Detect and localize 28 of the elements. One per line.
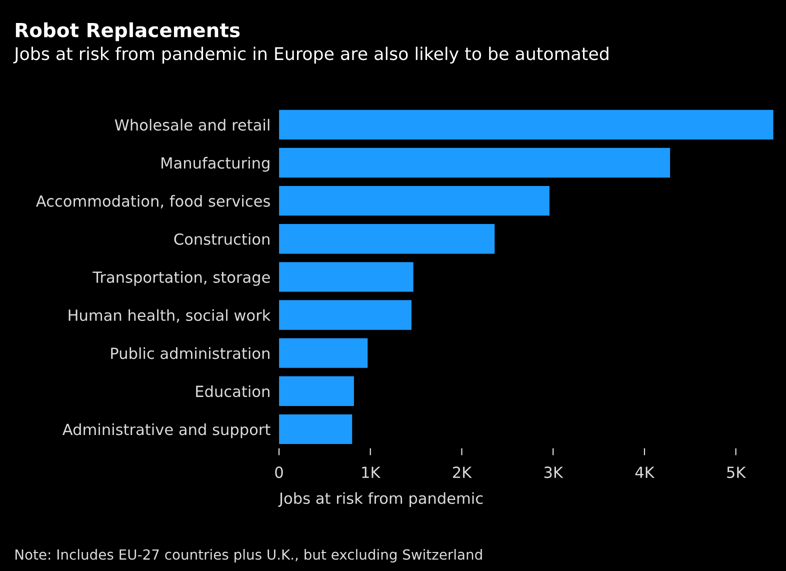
y-tick-label: Transportation, storage: [92, 271, 270, 286]
x-tick-label: 3K: [544, 466, 564, 478]
bar: [279, 376, 354, 406]
y-tick-label: Manufacturing: [162, 156, 270, 172]
y-tick-label: Public administration: [111, 347, 270, 360]
y-tick-label: Human health, social work: [68, 309, 271, 323]
bar: [279, 224, 495, 254]
x-tick-label: 0: [275, 466, 283, 478]
x-tick-label: 5K: [727, 466, 746, 478]
x-tick-label: 2K: [453, 466, 472, 478]
x-tick-label: 4K: [635, 466, 655, 478]
bar: [279, 414, 352, 444]
x-axis-title: Jobs at risk from pandemic: [278, 492, 483, 507]
y-tick-label: Administrative and support: [62, 423, 270, 438]
bar: [279, 338, 368, 368]
bar: [279, 186, 550, 216]
y-tick-label: Accommodation, food services: [36, 194, 270, 208]
bar: [279, 262, 414, 292]
y-tick-label: Education: [196, 385, 270, 398]
text: Note: Includes EU-27 countries plus U.K., but excluding Switzerland: [16, 549, 482, 562]
bar: [279, 110, 774, 140]
y-tick-label: Construction: [174, 233, 270, 245]
chart-subtitle: Jobs at risk from pandemic in Europe are also likely to be automated: [13, 46, 608, 64]
bar: [279, 300, 412, 330]
x-tick-label: 1K: [362, 466, 381, 478]
y-tick-label: Wholesale and retail: [114, 118, 270, 131]
chart-title: Robot Replacements: [16, 22, 240, 42]
bar: [279, 148, 670, 178]
